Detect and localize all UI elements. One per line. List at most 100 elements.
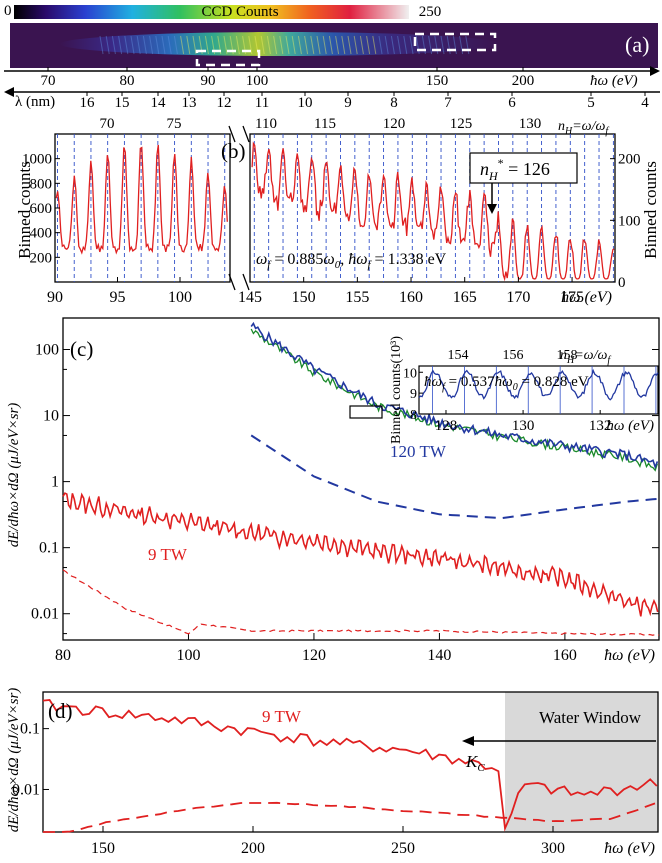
series-label-120tw: 120 TW — [390, 442, 447, 461]
harmonic-order-label: 115 — [314, 116, 336, 132]
ccd-harmonic-line — [142, 35, 147, 55]
wavelength-tick-label: 4 — [641, 95, 649, 111]
inset-xtick-label: 130 — [512, 418, 535, 434]
ccd-harmonic-line — [167, 35, 172, 55]
panel-c-axis-ticks: 0.01 0.1 1 10 100 80 100 120 140 160 — [31, 342, 659, 664]
inset-xtick-label: 128 — [435, 418, 458, 434]
wavelength-tick-label: 7 — [444, 95, 452, 111]
ccd-harmonic-line — [285, 35, 290, 55]
panel-d-ylabel: dE/dħω×dΩ (μJ/eV×sr) — [6, 688, 22, 833]
water-window-label: Water Window — [539, 708, 642, 727]
water-window-arrow-head — [462, 736, 474, 746]
carbon-edge-label: KC — [465, 752, 485, 774]
series-9tw — [62, 492, 659, 617]
inset-top-tick-label: 158 — [557, 348, 578, 363]
panel-b-axis-ticks: 200 400 600 800 1000 0 100 200 90 95 100 145 150 155 1… — [22, 116, 641, 306]
wavelength-tick-label: 9 — [344, 95, 352, 111]
wavelength-tick-label: 13 — [182, 95, 197, 111]
inset-spectrum — [418, 368, 659, 401]
series-9tw — [42, 699, 658, 832]
ytick-label: 200 — [618, 152, 641, 168]
ytick-label: 0.1 — [39, 540, 59, 557]
wavelength-tick-label: 16 — [80, 95, 96, 111]
inset-ytick-label: 9 — [410, 387, 417, 402]
panel-b-xunit: ħω (eV) — [561, 289, 612, 306]
panel-b-left-spectrum — [55, 144, 228, 255]
energy-axis-arrow — [650, 66, 660, 76]
ccd-harmonic-line — [310, 35, 315, 55]
inset-ytick-label: 10 — [403, 366, 417, 381]
ccd-harmonic-line — [266, 35, 271, 55]
ytick-label: 10 — [43, 408, 59, 425]
colorbar — [14, 5, 409, 19]
ytick-label: 0.01 — [31, 606, 59, 623]
ccd-harmonic-line — [359, 35, 364, 55]
series-9tw-dashed — [43, 801, 656, 833]
panel-a-label: (a) — [625, 32, 649, 57]
xtick-label: 165 — [453, 289, 477, 306]
ccd-harmonic-line — [192, 35, 197, 55]
panel-d-frame — [42, 691, 659, 833]
panel-b-left-harmonic-grid — [57, 134, 226, 282]
harmonic-order-label: 120 — [383, 116, 406, 132]
annotation-box-text: nH* = 126 — [480, 156, 550, 183]
ccd-harmonic-line — [260, 35, 265, 55]
series-label-9tw: 9 TW — [148, 545, 188, 564]
inset-ytick-label: 8 — [410, 408, 417, 423]
ccd-harmonic-line — [291, 35, 296, 55]
energy-tick-label: 100 — [246, 73, 269, 89]
energy-tick-label: 80 — [120, 73, 135, 89]
ytick-label: 100 — [35, 342, 59, 359]
ytick-label: 1 — [51, 474, 59, 491]
xtick-label: 250 — [391, 840, 415, 857]
panel-a: 0 CCD Counts 250 (a) 70 80 90 100 150 200 ħω … — [4, 3, 660, 111]
energy-tick-label: 200 — [512, 73, 535, 89]
wavelength-tick-label: 12 — [217, 95, 232, 111]
axis-break-mark — [228, 125, 236, 143]
energy-axis-unit: ħω (eV) — [590, 73, 638, 89]
xtick-label: 80 — [55, 647, 71, 664]
ccd-harmonic-line — [248, 35, 253, 55]
panel-b-formula: ωf = 0.885ω0, ħωf = 1.338 eV — [256, 251, 447, 271]
colorbar-max: 250 — [419, 4, 442, 20]
energy-tick-label: 150 — [426, 73, 449, 89]
ccd-harmonic-line — [180, 35, 185, 55]
harmonic-order-label: 125 — [450, 116, 473, 132]
ccd-harmonic-line — [378, 35, 383, 55]
ccd-harmonic-line — [124, 35, 129, 55]
ccd-harmonic-line — [304, 35, 309, 55]
inset-frame — [418, 365, 659, 415]
wavelength-tick-label: 5 — [587, 95, 595, 111]
panel-b-right-spectrum — [251, 141, 615, 282]
ccd-harmonic-line — [335, 35, 340, 55]
inset-xtick-label: 132 — [589, 418, 612, 434]
panel-d-label: (d) — [48, 699, 73, 723]
xtick-label: 150 — [292, 289, 316, 306]
wavelength-tick-label: 14 — [151, 95, 167, 111]
ytick-label: 400 — [30, 226, 53, 242]
panel-d-xunit: ħω (eV) — [604, 840, 655, 857]
harmonic-order-label: 70 — [100, 116, 115, 132]
annotation-arrow-head — [487, 204, 497, 214]
wavelength-tick-label: 8 — [390, 95, 398, 111]
harmonic-order-label: 130 — [519, 116, 542, 132]
ccd-harmonic-line — [328, 35, 333, 55]
ccd-harmonic-line — [353, 35, 358, 55]
energy-axis-ticks: 70 80 90 100 150 200 — [41, 67, 535, 89]
ytick-label: 800 — [30, 176, 53, 192]
ccd-harmonic-line — [409, 35, 414, 55]
inset-top-tick-label: 154 — [448, 348, 469, 363]
ccd-harmonic-line — [366, 35, 371, 55]
axis-break-mark — [242, 273, 250, 291]
ccd-harmonic-line — [322, 35, 327, 55]
panel-b-ylabel-left: Binned counts — [15, 161, 34, 259]
wavelength-tick-label: 15 — [115, 95, 130, 111]
inset-top-tick-label: 156 — [503, 348, 524, 363]
axis-break-mark — [242, 125, 250, 143]
xtick-label: 90 — [47, 289, 63, 306]
xtick-label: 200 — [241, 840, 265, 857]
ccd-harmonic-line — [118, 35, 123, 55]
panel-c-label: (c) — [70, 337, 93, 361]
energy-tick-label: 90 — [201, 73, 216, 89]
